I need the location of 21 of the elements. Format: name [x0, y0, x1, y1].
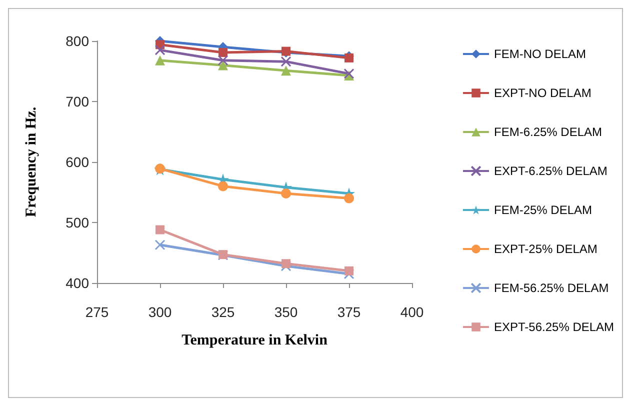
legend-label: EXPT-6.25% DELAM — [494, 164, 608, 178]
y-tick-label: 700 — [66, 94, 90, 110]
x-tick-label: 375 — [337, 304, 361, 320]
legend-label: EXPT-25% DELAM — [494, 242, 598, 256]
legend-label: FEM-56.25% DELAM — [494, 281, 609, 295]
legend-label: FEM-NO DELAM — [494, 47, 586, 61]
y-tick-label: 500 — [66, 214, 90, 230]
x-tick-label: 325 — [211, 304, 235, 320]
legend-label: FEM-25% DELAM — [494, 203, 592, 217]
y-axis-title: Frequency in Hz. — [24, 106, 40, 218]
y-tick-label: 400 — [66, 275, 90, 291]
legend-label: EXPT-NO DELAM — [494, 86, 592, 100]
x-axis-title: Temperature in Kelvin — [182, 332, 328, 348]
legend-label: EXPT-56.25% DELAM — [494, 320, 614, 334]
x-tick-label: 400 — [400, 304, 424, 320]
x-tick-label: 350 — [274, 304, 298, 320]
x-tick-label: 275 — [85, 304, 109, 320]
y-tick-label: 800 — [66, 33, 90, 49]
legend-label: FEM-6.25% DELAM — [494, 125, 602, 139]
x-tick-label: 300 — [148, 304, 172, 320]
y-tick-label: 600 — [66, 154, 90, 170]
